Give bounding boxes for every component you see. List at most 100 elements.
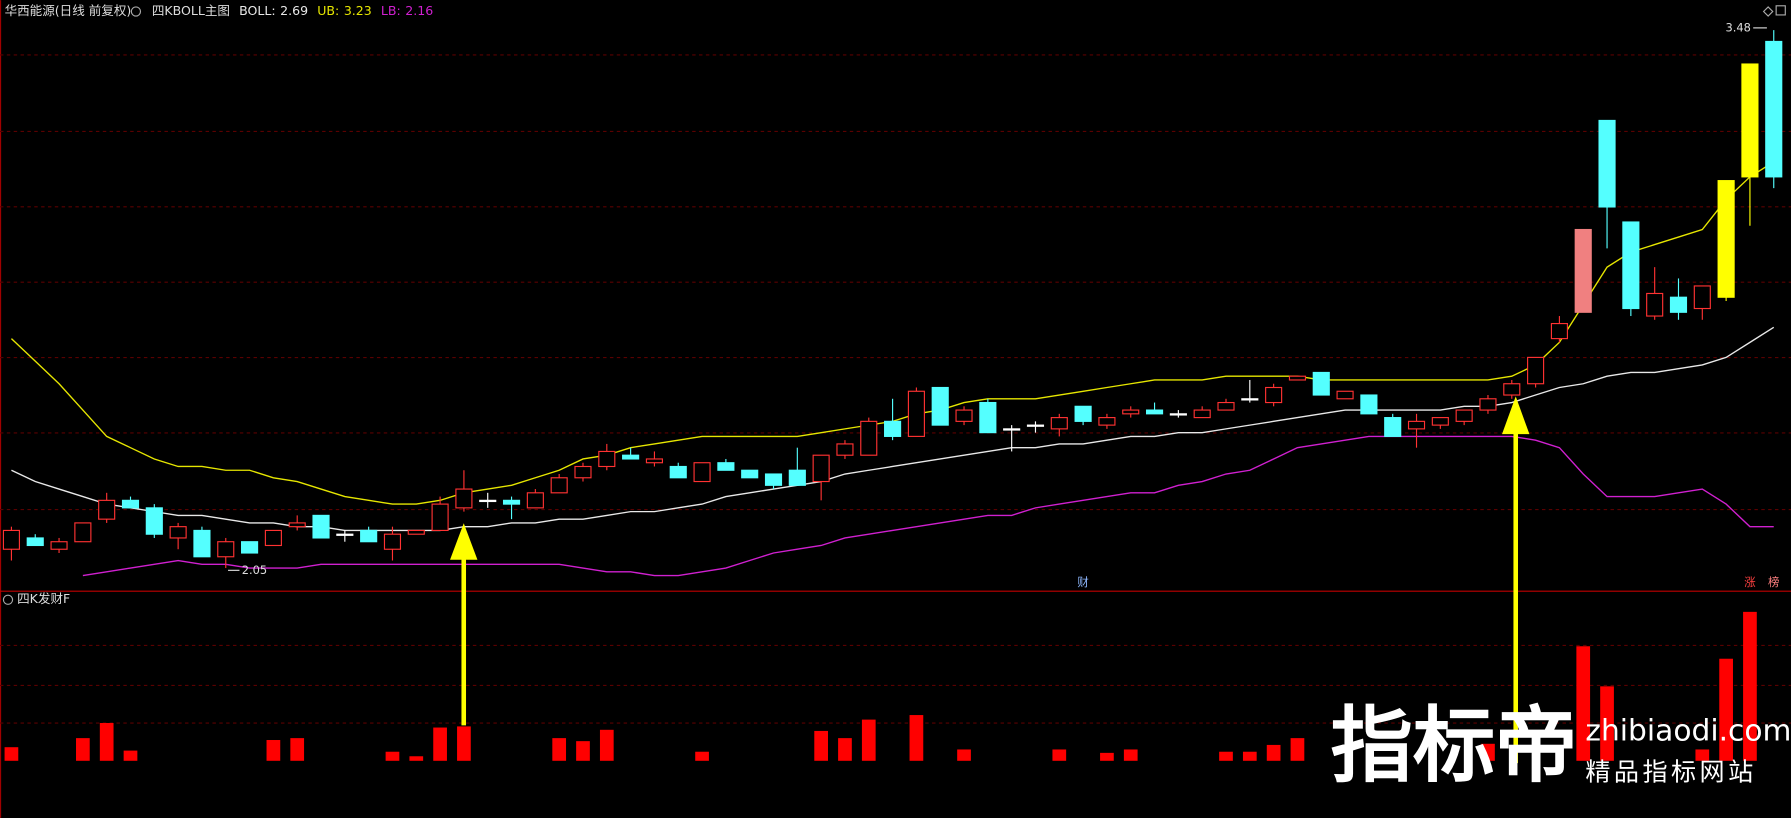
candle-body (1455, 409, 1473, 422)
candle-body (169, 526, 187, 539)
candle-body (1765, 40, 1783, 178)
candle-body (360, 529, 378, 543)
bar (814, 730, 828, 761)
bar (76, 738, 90, 761)
candle-body (455, 488, 473, 509)
candle-body (312, 514, 330, 539)
candle-body (1479, 398, 1497, 411)
bar (599, 729, 614, 761)
candle-body (1598, 119, 1616, 208)
candle-body (121, 499, 140, 509)
candle-body (1574, 228, 1592, 313)
candle-body (907, 390, 925, 437)
candle-body (836, 443, 854, 456)
candle-body (431, 503, 449, 532)
candle-body (1741, 63, 1759, 178)
candle-body (693, 462, 711, 483)
candle-body (479, 499, 497, 503)
candle-body (979, 401, 997, 434)
candle-body (812, 454, 830, 483)
candle-body (1717, 180, 1735, 298)
bar (1576, 646, 1591, 761)
candle-body (1336, 390, 1354, 400)
bar (1600, 686, 1614, 761)
bar (123, 750, 138, 761)
header-text: UB: (317, 3, 339, 18)
high-mark: 3.48 (1726, 20, 1751, 34)
candle-body (407, 529, 425, 535)
candle-body (1503, 383, 1521, 396)
watermark-site: zhibiaodi.com (1585, 714, 1791, 749)
candle-body (1003, 428, 1021, 431)
bar (552, 738, 567, 761)
candle-body (1122, 409, 1140, 415)
bar (861, 719, 876, 761)
bar (1481, 743, 1495, 761)
candle-body (1622, 221, 1640, 310)
bar (1266, 744, 1281, 761)
candle-body (1360, 394, 1378, 415)
candle-body (1193, 409, 1211, 419)
bar (4, 747, 19, 761)
candle-body (145, 507, 163, 535)
candle-body (74, 522, 92, 543)
candle-body (1217, 401, 1235, 411)
arrows (450, 396, 1530, 764)
panel-title: 四K发财F (17, 591, 70, 606)
plot: 华西能源(日线 前复权) 四KBOLL主图 BOLL: 2.69 UB: 3.23 LB: 2… (2, 3, 1783, 761)
bar (457, 726, 471, 761)
header-text: 3.23 (344, 3, 372, 18)
bar (1242, 751, 1257, 761)
bar (1123, 749, 1138, 761)
candle-body (1098, 417, 1116, 426)
candle-body (383, 533, 402, 550)
candle-body (669, 465, 687, 479)
candle-body (217, 541, 235, 558)
marker-label: 财 (1077, 575, 1088, 589)
candle-body (1288, 375, 1307, 381)
watermark-logo: 指标帝 (1331, 699, 1578, 794)
candle-body (860, 420, 878, 456)
bar (1219, 751, 1233, 761)
watermark-slogan: 精品指标网站 (1585, 757, 1756, 786)
candle-body (1407, 420, 1426, 430)
candle-body (1527, 356, 1545, 385)
candle-body (550, 477, 568, 494)
bar (385, 751, 400, 761)
candle-body (1145, 409, 1164, 415)
candle-body (622, 454, 640, 460)
candle-body (26, 537, 44, 547)
candle-body (502, 499, 521, 505)
candle-body (717, 462, 735, 471)
candle-body (1669, 296, 1688, 313)
bar (266, 740, 281, 761)
band-line (82, 435, 1774, 577)
candle-body (574, 465, 592, 479)
bar (409, 756, 424, 761)
bar (1100, 752, 1114, 761)
candle-body (1550, 322, 1568, 340)
bar (1052, 749, 1067, 761)
candle-body (241, 541, 259, 554)
candle-body (98, 499, 116, 520)
candle-body (50, 541, 68, 550)
bar (1695, 749, 1710, 761)
bar (290, 738, 305, 761)
header-text: 华西能源(日线 前复权) (5, 3, 132, 18)
marker-label: 涨 (1744, 575, 1756, 589)
header-text: 四KBOLL主图 (152, 3, 230, 18)
bar (909, 715, 924, 761)
candle-body (1693, 285, 1711, 310)
candle-body (741, 469, 759, 479)
candle-body (1312, 371, 1330, 396)
candle-body (1169, 413, 1187, 416)
candle-body (1646, 292, 1664, 317)
candle-body (788, 469, 806, 486)
candle-body (645, 458, 664, 464)
header-text: BOLL: (239, 3, 275, 18)
low-mark: 2.05 (242, 563, 267, 577)
bar (1719, 658, 1733, 761)
